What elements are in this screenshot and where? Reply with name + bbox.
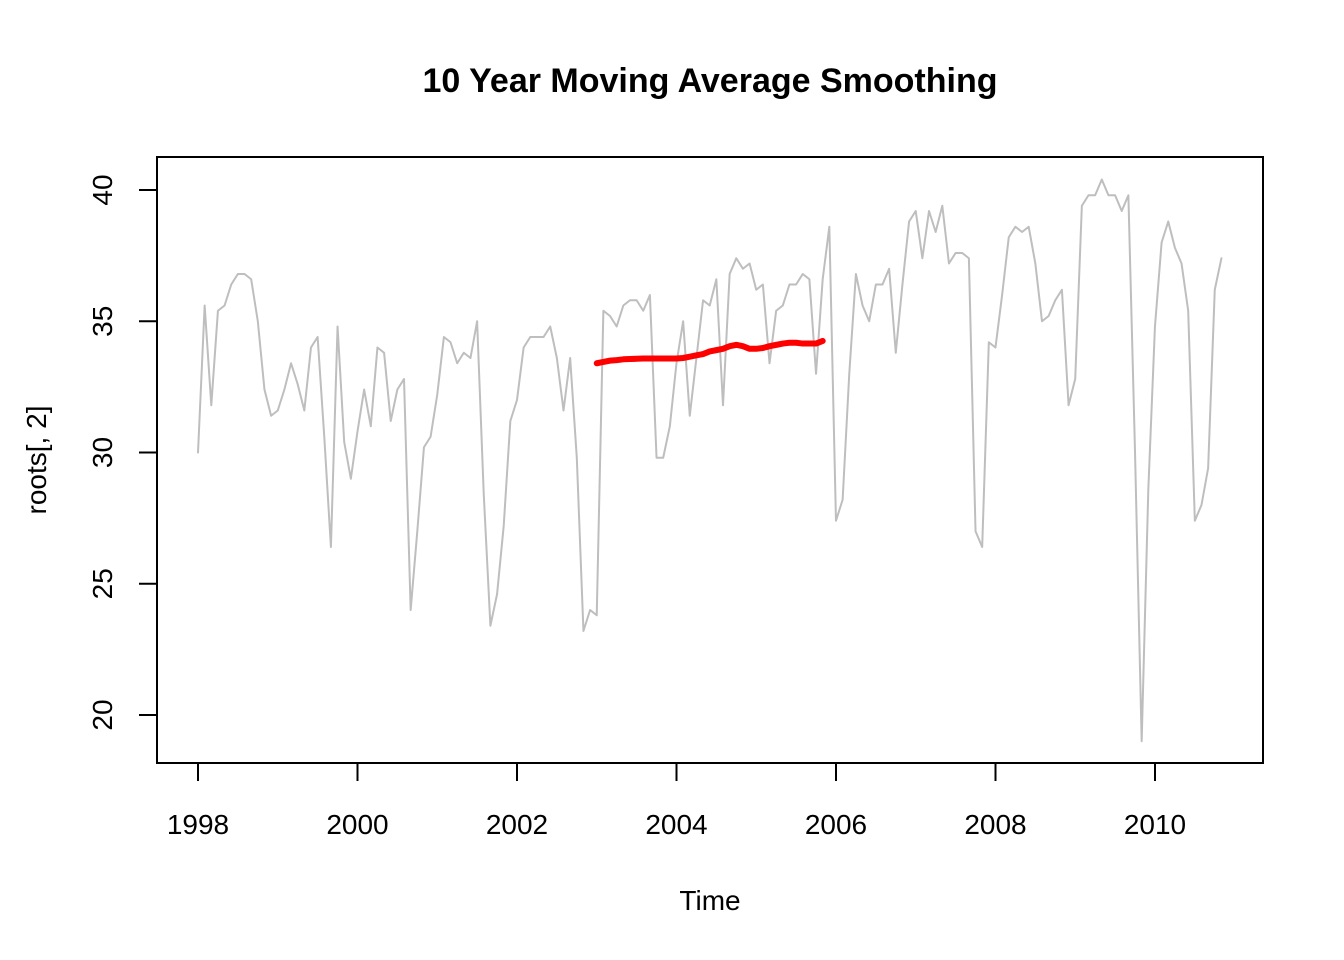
y-tick-label: 20 <box>87 699 118 730</box>
series-layer <box>197 178 1223 743</box>
chart-title: 10 Year Moving Average Smoothing <box>422 62 997 100</box>
x-tick-label: 2004 <box>645 809 707 840</box>
y-tick-label: 30 <box>87 437 118 468</box>
x-tick-label: 1998 <box>167 809 229 840</box>
x-tick-label: 2006 <box>805 809 867 840</box>
x-tick-label: 2008 <box>964 809 1026 840</box>
x-tick-label: 2010 <box>1124 809 1186 840</box>
y-axis-label: roots[, 2] <box>21 406 52 515</box>
moving-average-line <box>593 337 826 367</box>
x-axis: 1998 2000 2002 2004 2006 2008 2010 <box>167 762 1186 840</box>
plot-frame <box>156 156 1264 764</box>
y-tick-label: 40 <box>87 174 118 205</box>
raw-series-line <box>197 178 1223 743</box>
y-axis: 20 25 30 35 40 <box>87 174 158 731</box>
y-tick-label: 35 <box>87 306 118 337</box>
x-axis-label: Time <box>679 885 740 916</box>
x-tick-label: 2002 <box>486 809 548 840</box>
x-tick-label: 2000 <box>326 809 388 840</box>
y-tick-label: 25 <box>87 568 118 599</box>
